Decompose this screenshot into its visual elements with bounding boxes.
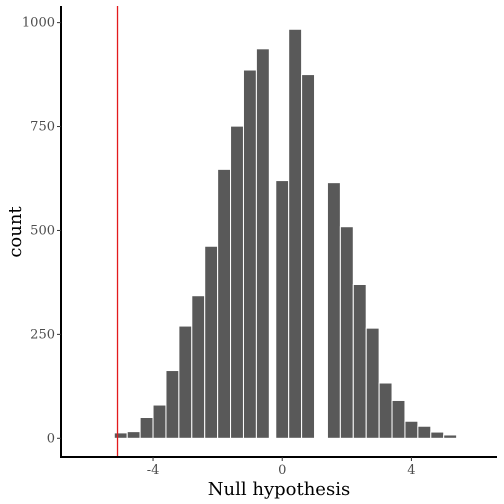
histogram-bar — [255, 48, 270, 439]
x-axis-title: Null hypothesis — [208, 479, 350, 500]
histogram-bar — [178, 325, 193, 439]
histogram-bar — [113, 432, 128, 439]
histogram-bar — [275, 180, 290, 439]
histogram-bar — [417, 425, 432, 439]
histogram-bar — [165, 370, 180, 439]
y-tick-label: 500 — [30, 223, 55, 238]
bars-group — [87, 28, 458, 439]
x-tick-label: 0 — [278, 463, 286, 478]
histogram-bar — [191, 295, 206, 439]
histogram-bar — [288, 28, 303, 439]
x-tick-label: -4 — [147, 463, 160, 478]
histogram-bar — [242, 69, 257, 439]
histogram-bar — [404, 420, 419, 439]
histogram-bar — [378, 382, 393, 439]
histogram-bar — [152, 404, 167, 439]
histogram-bar — [87, 437, 102, 439]
histogram-bar — [204, 245, 219, 439]
histogram-bar — [391, 399, 406, 439]
x-ticks-group: -4 0 4 — [147, 457, 416, 478]
histogram-bar — [126, 431, 141, 439]
y-tick-label: 0 — [47, 431, 55, 446]
histogram-bar — [139, 417, 154, 439]
y-tick-label: 750 — [30, 120, 55, 135]
histogram-bar — [301, 74, 316, 439]
y-tick-label: 250 — [30, 327, 55, 342]
y-ticks-group: 0 250 500 750 1000 — [22, 16, 61, 446]
histogram-bar — [339, 226, 354, 439]
y-tick-label: 1000 — [22, 16, 55, 31]
histogram-bar — [217, 168, 232, 439]
histogram-bar — [326, 182, 341, 439]
histogram-bar — [230, 125, 244, 439]
y-axis-title: count — [5, 206, 26, 258]
x-tick-label: 4 — [407, 463, 415, 478]
histogram-bar — [443, 434, 458, 439]
histogram-bar — [365, 327, 380, 439]
histogram-bar — [430, 431, 445, 439]
histogram-bar — [352, 283, 367, 439]
